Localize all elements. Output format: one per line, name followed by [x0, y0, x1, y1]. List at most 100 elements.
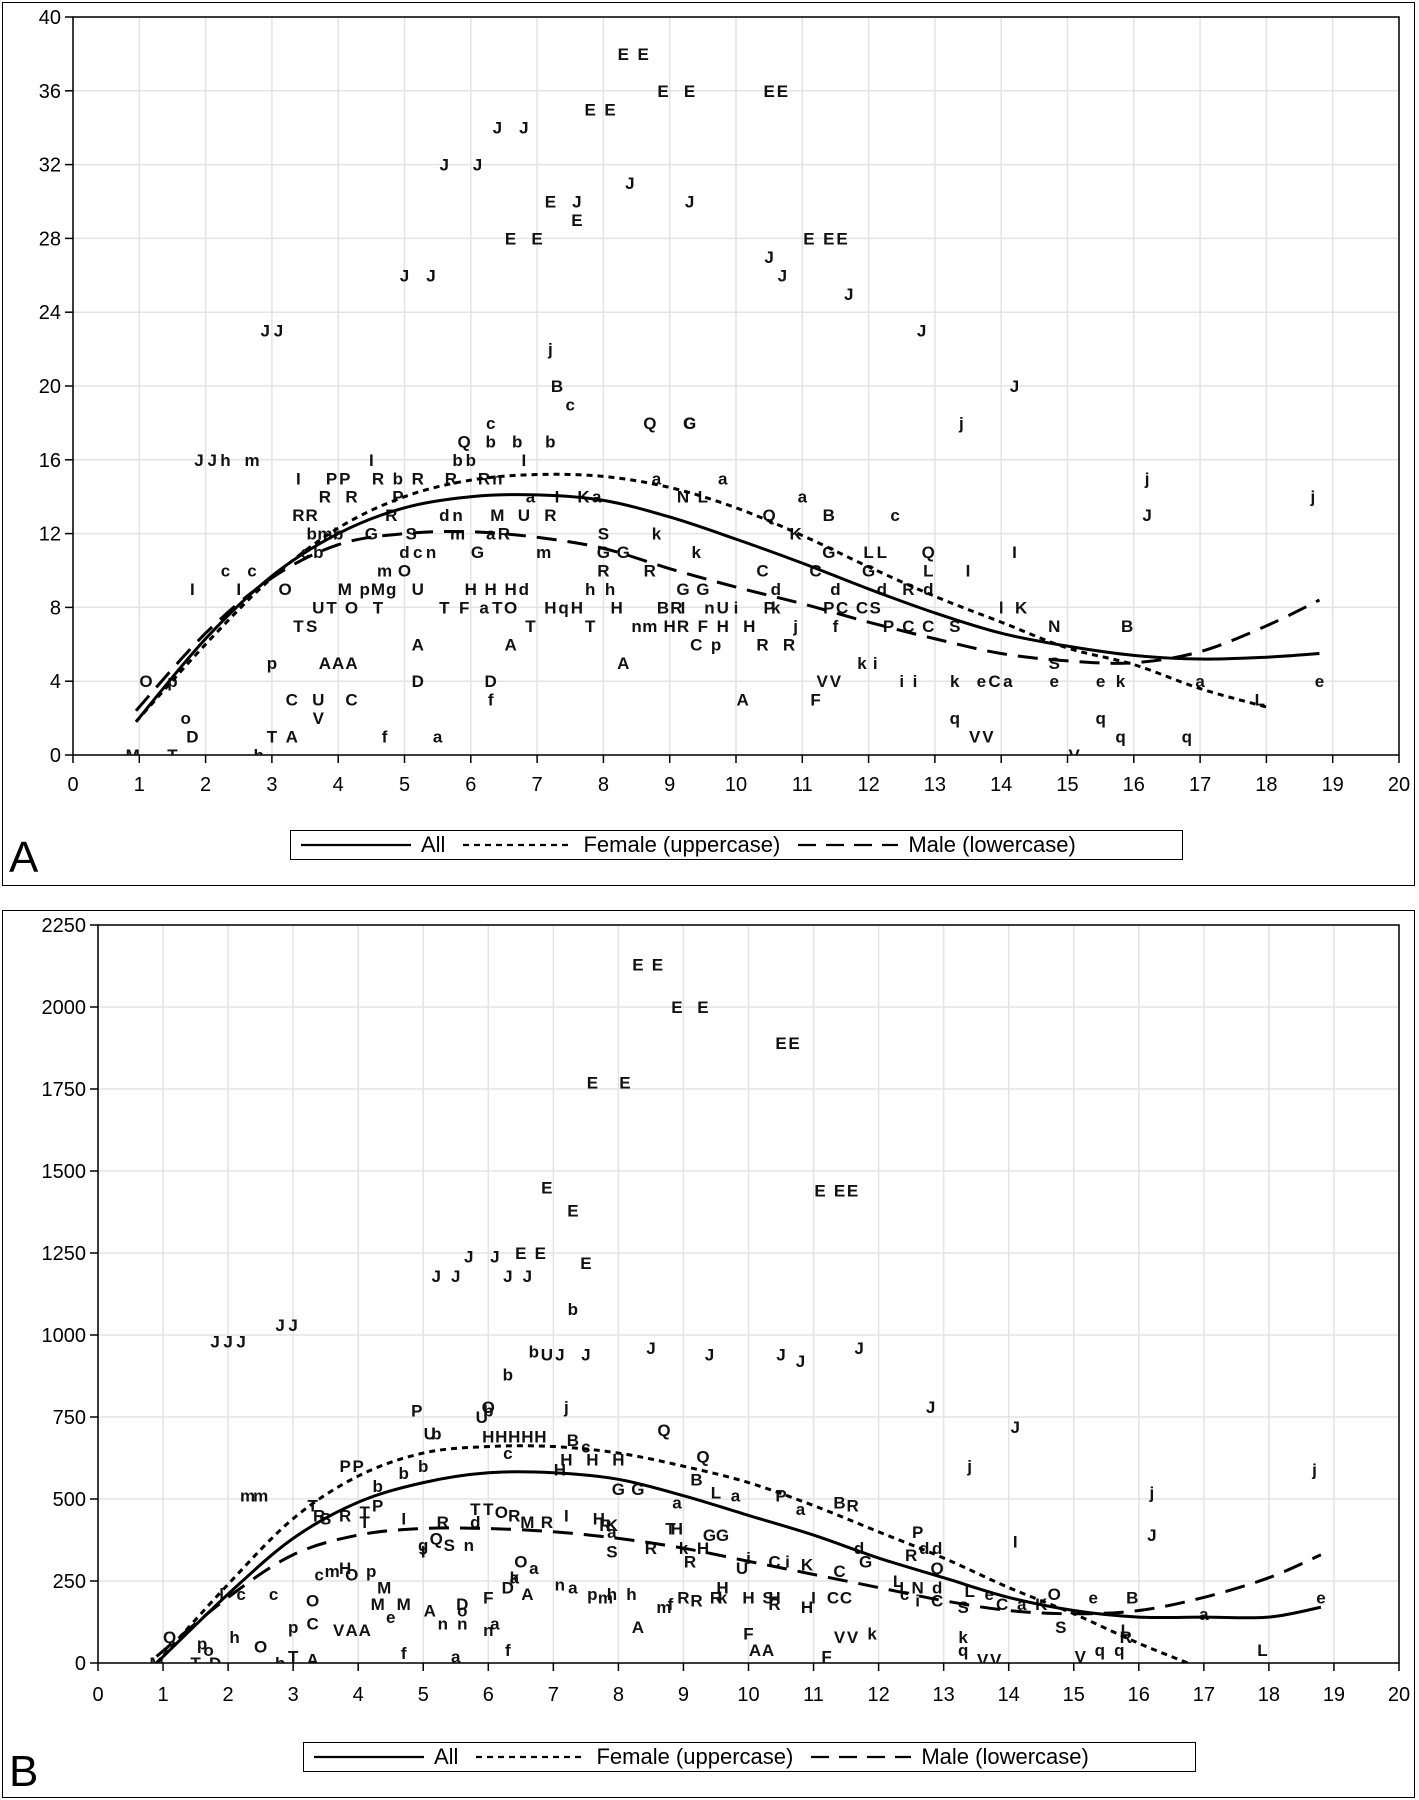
data-point: J: [625, 174, 634, 193]
data-point: f: [488, 691, 494, 710]
data-point: J: [432, 1267, 441, 1286]
data-point: J: [705, 1346, 714, 1365]
data-point: E: [657, 82, 668, 101]
data-point: U: [312, 598, 324, 617]
data-point: p: [360, 580, 370, 599]
data-point: H: [534, 1428, 546, 1447]
data-point: J: [519, 119, 528, 138]
data-point: J: [926, 1398, 935, 1417]
data-point: J: [400, 266, 409, 285]
data-point: a: [796, 1500, 806, 1519]
data-point: a: [529, 1559, 539, 1578]
data-point: I: [681, 598, 686, 617]
data-point: P: [326, 469, 337, 488]
data-point: R: [905, 1546, 917, 1565]
data-point: E: [834, 1182, 845, 1201]
data-point: a: [479, 598, 489, 617]
data-point: a: [731, 1487, 741, 1506]
data-point: b: [418, 1457, 428, 1476]
data-point: J: [288, 1316, 297, 1335]
x-tick-label: 2: [223, 1684, 234, 1706]
data-point: d: [923, 580, 933, 599]
data-point: p: [197, 1634, 207, 1653]
data-point: A: [332, 654, 344, 673]
data-point: P: [823, 598, 834, 617]
data-point: c: [236, 1585, 245, 1604]
data-point: Q: [458, 432, 471, 451]
data-point: E: [541, 1178, 552, 1197]
data-point: J: [778, 266, 787, 285]
data-point: n: [704, 598, 714, 617]
data-point: b: [512, 432, 522, 451]
data-point: H: [664, 617, 676, 636]
data-point: V: [1075, 1647, 1087, 1666]
legend-label-male: Male (lowercase): [908, 832, 1076, 857]
data-point: a: [592, 488, 602, 507]
x-tick-label: 3: [266, 774, 277, 796]
data-point: D: [412, 672, 424, 691]
y-tick-label: 1250: [42, 1243, 87, 1265]
data-point: J: [236, 1333, 245, 1352]
data-point: I: [521, 451, 526, 470]
data-point: d: [771, 580, 781, 599]
data-point: L: [964, 1582, 974, 1601]
data-point: S: [606, 1542, 617, 1561]
data-point: J: [261, 322, 270, 341]
fit-curve-solid: [155, 1470, 1322, 1663]
data-point: H: [554, 1460, 566, 1479]
data-point: i: [915, 1592, 920, 1611]
data-point: o: [457, 1602, 467, 1621]
data-point: a: [510, 1569, 520, 1588]
data-point: I: [1013, 1533, 1018, 1552]
data-point: h: [585, 580, 595, 599]
data-point: c: [581, 1438, 590, 1457]
data-point: P: [353, 1457, 364, 1476]
x-tick-label: 1: [134, 774, 145, 796]
data-point: c: [503, 1444, 512, 1463]
y-tick-label: 32: [39, 155, 61, 177]
data-point: k: [771, 598, 781, 617]
data-point: V: [830, 672, 842, 691]
data-point: a: [1003, 672, 1013, 691]
data-point: q: [950, 709, 960, 728]
data-point: H: [716, 1579, 728, 1598]
data-point: j: [1148, 1483, 1154, 1502]
data-point: E: [604, 100, 615, 119]
data-point: T: [307, 1497, 318, 1516]
data-point: J: [194, 451, 203, 470]
data-point: q: [1095, 1641, 1105, 1660]
y-tick-label: 1500: [42, 1161, 87, 1183]
y-tick-label: 250: [53, 1571, 86, 1593]
data-point: E: [584, 100, 595, 119]
data-point: G: [471, 543, 484, 562]
y-tick-label: 500: [53, 1489, 86, 1511]
data-point: m: [450, 525, 465, 544]
data-point: a: [526, 488, 536, 507]
data-point: k: [958, 1628, 968, 1647]
fit-curve-dashed: [155, 1526, 1322, 1658]
x-tick-label: 7: [548, 1684, 559, 1706]
data-point: S: [598, 525, 609, 544]
y-tick-label: 16: [39, 450, 61, 472]
legend-label-female: Female (uppercase): [596, 1744, 794, 1769]
data-point: b: [253, 746, 263, 765]
data-point: B: [823, 506, 835, 525]
data-point: A: [617, 654, 629, 673]
data-point: F: [821, 1647, 831, 1666]
data-point: J: [490, 1247, 499, 1266]
data-point: p: [267, 654, 277, 673]
data-point: T: [360, 1503, 371, 1522]
data-point: O: [1048, 1585, 1061, 1604]
data-point: G: [862, 562, 875, 581]
data-point: D: [209, 1654, 221, 1673]
data-point: e: [1316, 1588, 1325, 1607]
data-point: M: [371, 580, 385, 599]
data-point: P: [883, 617, 894, 636]
data-point: B: [657, 598, 669, 617]
data-point: A: [762, 1641, 774, 1660]
data-point: B: [1121, 617, 1133, 636]
data-point: n: [426, 543, 436, 562]
data-point: J: [426, 266, 435, 285]
data-point: j: [1309, 488, 1315, 507]
chart-b: 0 1 2 3 4 5 6 7 8 9 10 11 12 13 14 15 16 17 18 19 2002505007…: [42, 915, 1411, 1706]
